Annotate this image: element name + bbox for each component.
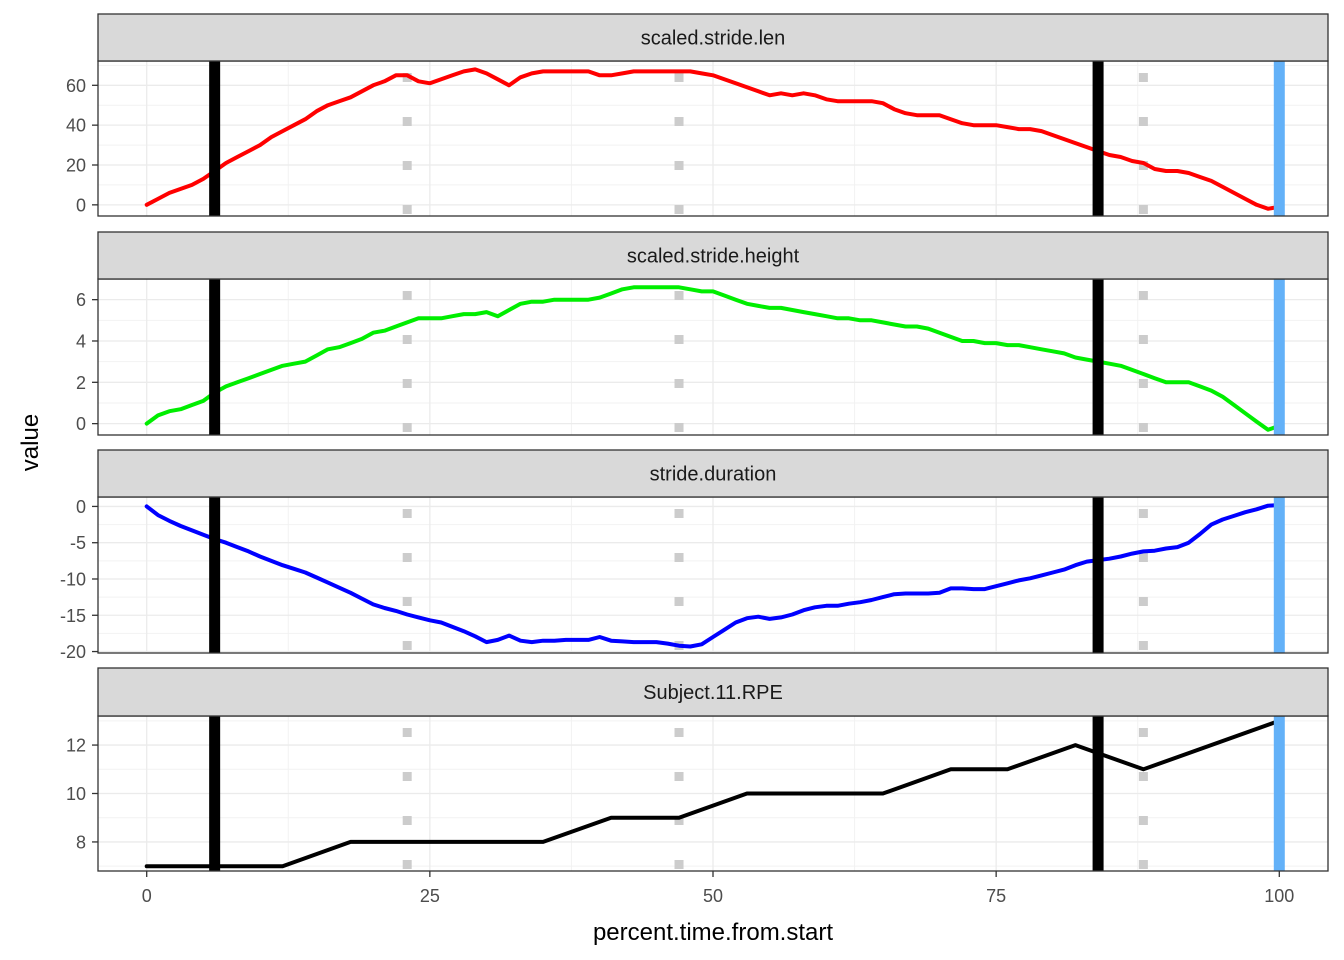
x-tick-label: 25 — [420, 886, 440, 906]
y-tick-label: 60 — [66, 76, 86, 96]
x-tick-label: 75 — [986, 886, 1006, 906]
series-line — [144, 503, 1282, 649]
y-tick-label: -20 — [60, 642, 86, 662]
y-tick-label: 2 — [76, 373, 86, 393]
series-line — [144, 67, 1282, 211]
facet-strip-label: stride.duration — [650, 464, 777, 486]
y-tick-label: 12 — [66, 736, 86, 756]
facet-strip — [97, 13, 1329, 62]
facet-panel: stride.duration 0 -5 -10 -15 -20 — [60, 449, 1329, 662]
y-tick-label: 0 — [76, 414, 86, 434]
facet-strip — [97, 667, 1329, 717]
y-tick-label: 20 — [66, 155, 86, 175]
series-line — [144, 285, 1282, 432]
x-tick-label: 0 — [142, 886, 152, 906]
x-tick-label: 100 — [1264, 886, 1294, 906]
y-tick-label: -10 — [60, 569, 86, 589]
facet-strip-label: scaled.stride.len — [641, 28, 786, 50]
series-line — [144, 718, 1282, 869]
facet-panel: scaled.stride.len 0 20 40 60 — [66, 13, 1329, 217]
y-tick-label: 6 — [76, 290, 86, 310]
y-tick-label: 0 — [76, 195, 86, 215]
facet-strip — [97, 231, 1329, 280]
y-tick-label: -15 — [60, 606, 86, 626]
facet-strip-label: Subject.11.RPE — [643, 682, 783, 704]
y-tick-label: 4 — [76, 331, 86, 351]
facet-panel: Subject.11.RPE 8 10 12 0 25 50 75 100 — [66, 667, 1329, 906]
facet-panel: scaled.stride.height 0 2 4 6 — [76, 231, 1329, 436]
x-tick-label: 50 — [703, 886, 723, 906]
y-tick-label: 8 — [76, 832, 86, 852]
y-tick-label: 0 — [76, 497, 86, 517]
y-tick-label: 40 — [66, 116, 86, 136]
y-axis-title: value — [17, 414, 44, 471]
facet-strip-label: scaled.stride.height — [627, 246, 800, 268]
x-axis-title: percent.time.from.start — [593, 919, 833, 946]
y-tick-label: 10 — [66, 784, 86, 804]
facet-strip — [97, 449, 1329, 498]
y-tick-label: -5 — [70, 533, 86, 553]
